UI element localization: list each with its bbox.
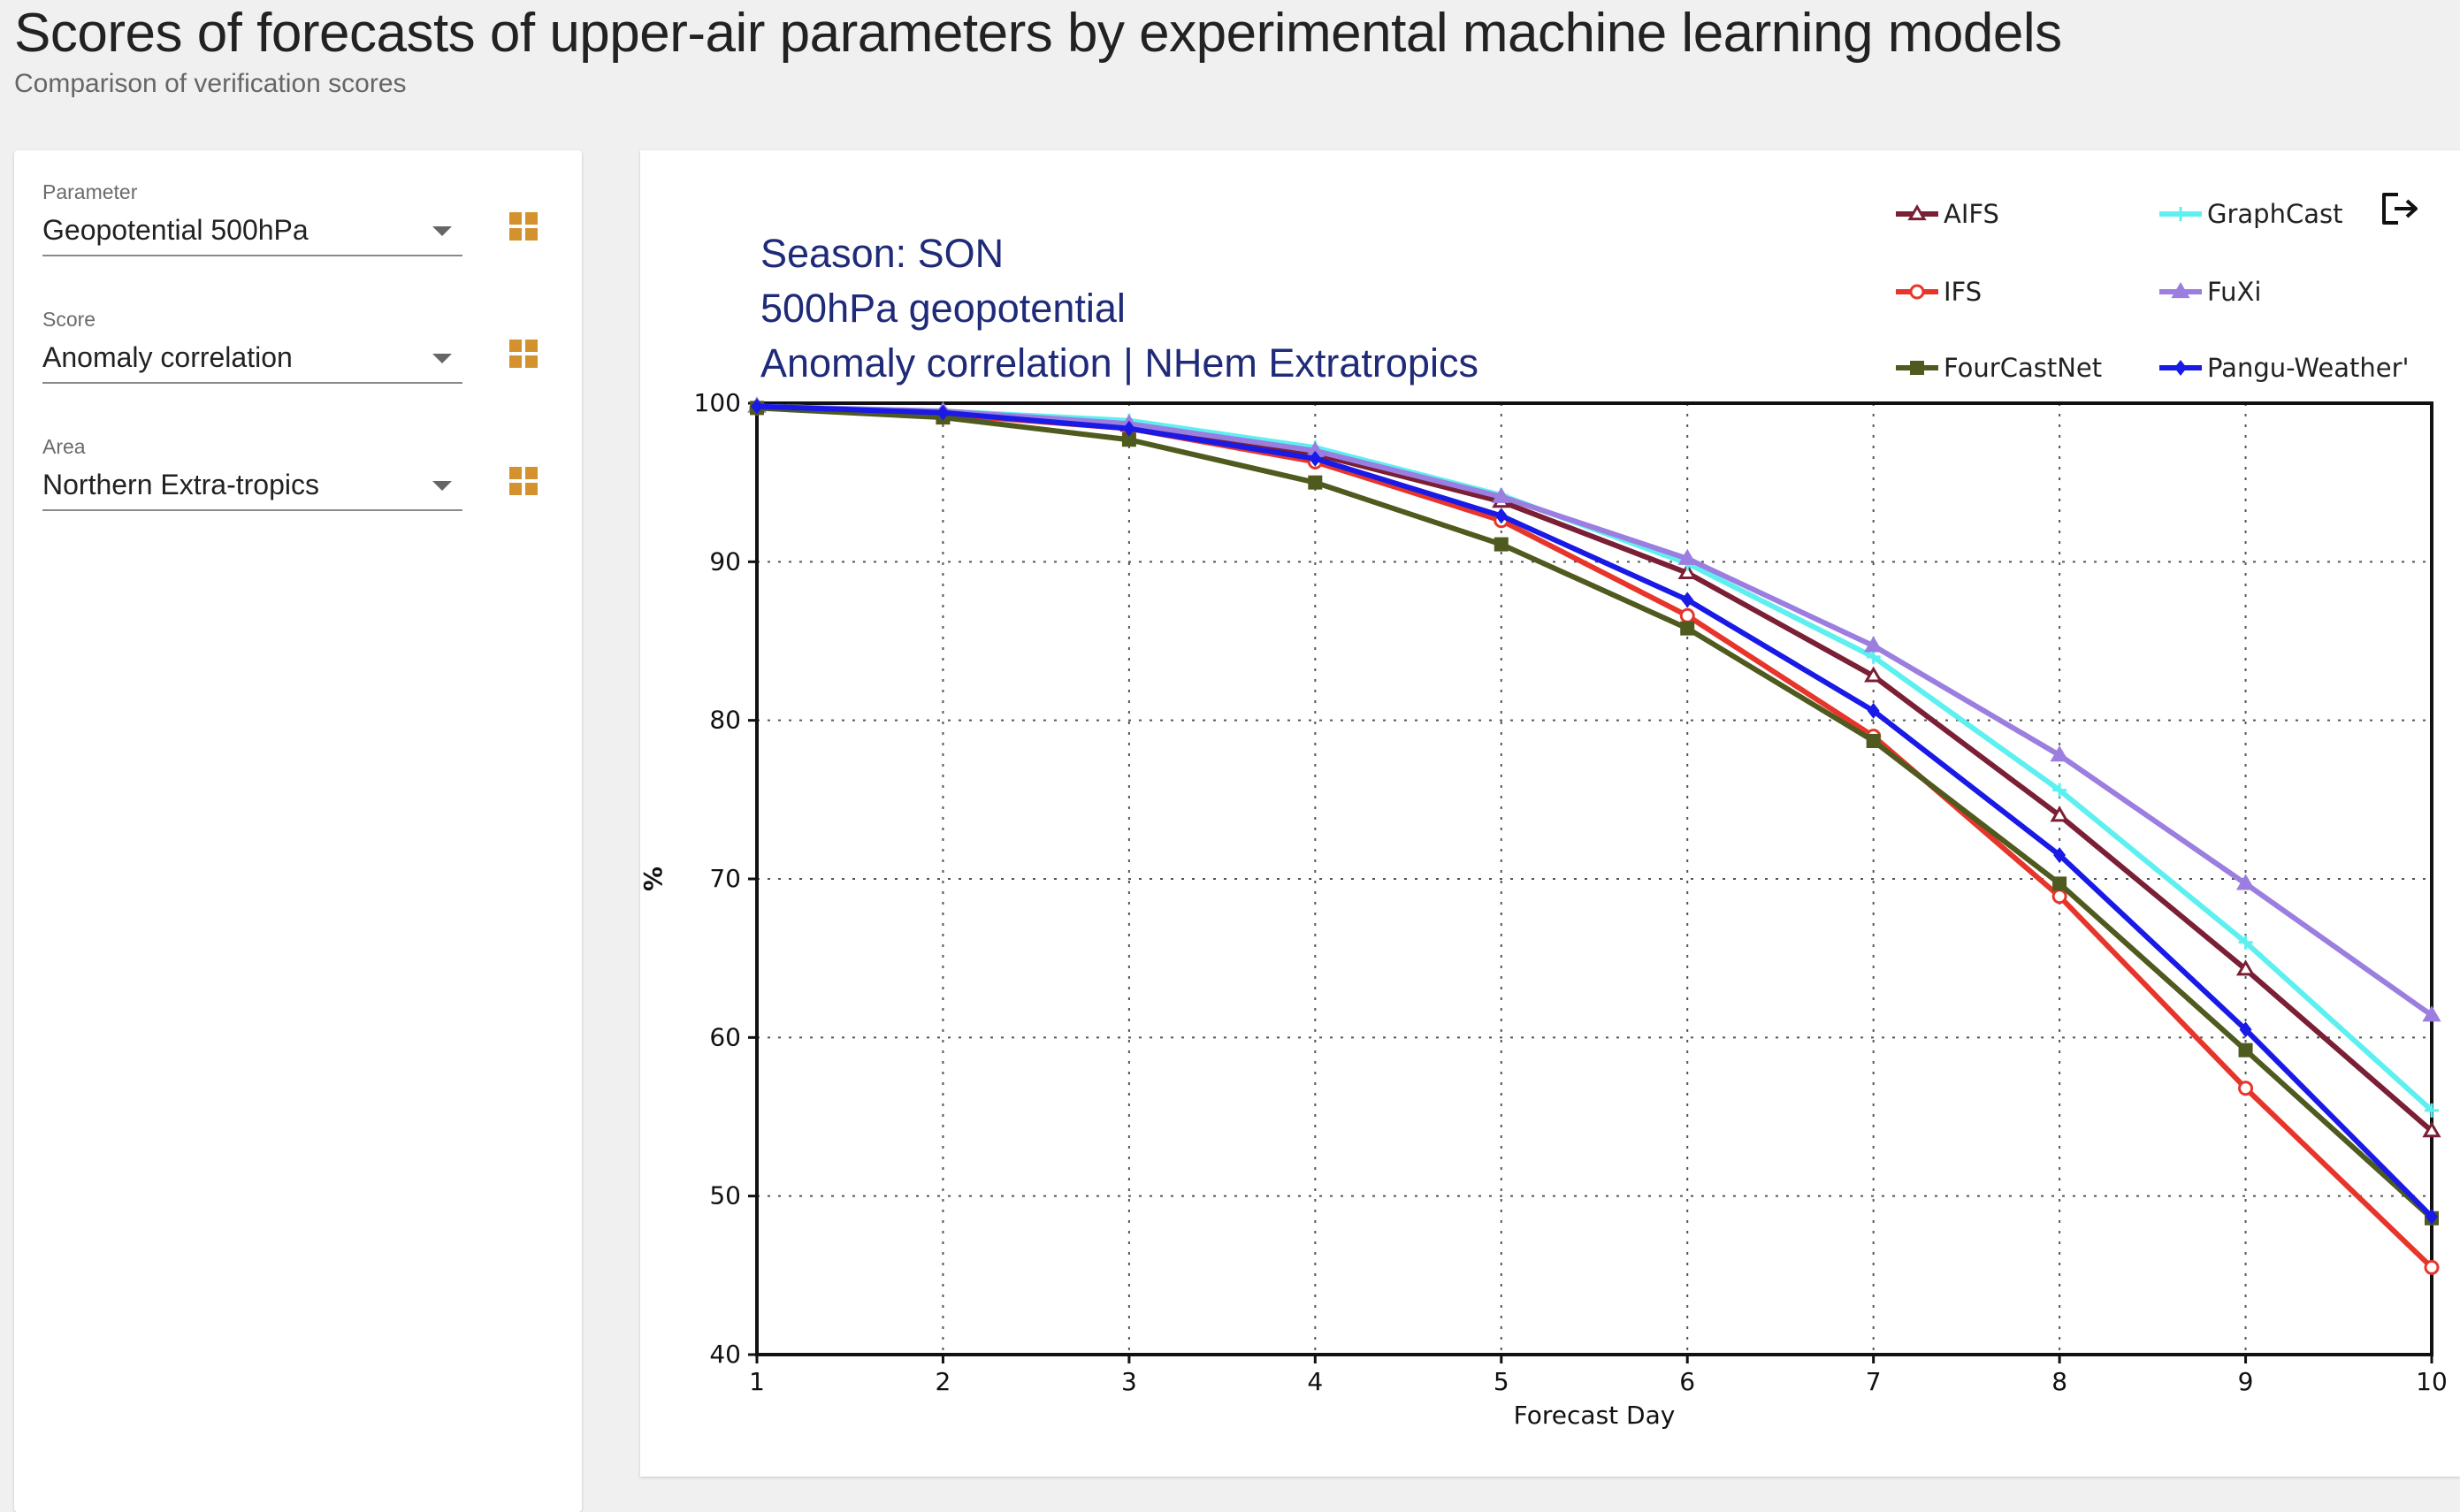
point-pangu-weather <box>1494 508 1508 524</box>
x-tick-label: 5 <box>1494 1367 1509 1396</box>
legend-label-aifs: AIFS <box>1944 199 1999 229</box>
point-graphcast <box>2238 935 2253 950</box>
parameter-value: Geopotential 500hPa <box>42 214 309 246</box>
y-tick-label: 90 <box>709 546 741 576</box>
point-pangu-weather <box>1867 702 1880 719</box>
point-fourcastnet <box>1494 537 1509 552</box>
point-pangu-weather <box>751 398 763 415</box>
point-aifs <box>2050 806 2069 822</box>
point-graphcast <box>2425 1103 2439 1118</box>
series-line-fourcastnet <box>756 405 2434 1220</box>
grid-icon[interactable] <box>509 340 539 370</box>
point-fourcastnet <box>1308 475 1323 490</box>
x-tick-label: 3 <box>1121 1367 1137 1396</box>
chevron-down-icon <box>432 226 452 236</box>
point-fourcastnet <box>2238 1042 2253 1058</box>
area-label: Area <box>42 435 86 458</box>
chart-title-line: Anomaly correlation | NHem Extratropics <box>760 340 1478 386</box>
point-graphcast <box>2052 783 2067 798</box>
legend-label-ifs: IFS <box>1944 277 1982 307</box>
chevron-down-icon <box>432 481 452 491</box>
point-fuxi <box>2235 874 2256 890</box>
grid-icon[interactable] <box>509 467 539 497</box>
x-tick-label: 8 <box>2051 1367 2067 1396</box>
x-tick-label: 9 <box>2238 1367 2254 1396</box>
x-tick-label: 4 <box>1307 1367 1323 1396</box>
point-fuxi <box>1492 486 1511 503</box>
x-axis-label: Forecast Day <box>1514 1401 1676 1430</box>
filter-panel: Parameter Geopotential 500hPa Score Anom… <box>14 150 582 1512</box>
point-fuxi <box>1677 548 1697 565</box>
point-fourcastnet <box>2052 876 2067 891</box>
area-field: Area Northern Extra-tropics <box>42 435 538 511</box>
x-tick-label: 2 <box>936 1367 951 1396</box>
area-value: Northern Extra-tropics <box>42 469 319 500</box>
series-line-graphcast <box>756 403 2434 1113</box>
score-label: Score <box>42 308 96 331</box>
point-fourcastnet <box>1121 432 1136 447</box>
y-tick-label: 100 <box>694 388 741 417</box>
y-tick-label: 70 <box>709 864 741 893</box>
score-value: Anomaly correlation <box>42 341 293 373</box>
point-fuxi <box>1864 636 1883 653</box>
point-pangu-weather <box>2053 847 2067 864</box>
legend-marker-aifs <box>1907 204 1927 221</box>
point-ifs <box>2424 1259 2440 1275</box>
y-axis-label: % <box>640 867 668 891</box>
point-pangu-weather <box>1681 592 1694 608</box>
chevron-down-icon <box>432 354 452 363</box>
legend-marker-ifs <box>1909 284 1925 300</box>
point-pangu-weather <box>2239 1021 2252 1038</box>
chart-title-line: 500hPa geopotential <box>760 286 1126 331</box>
parameter-select[interactable]: Geopotential 500hPa <box>42 207 462 256</box>
series-line-pangu-weather <box>756 403 2434 1219</box>
chart-card: 40 50 60 70 80 90 100 1 2 3 4 5 6 7 8 9 10 Forecast Day% S… <box>640 150 2460 1477</box>
chart-title-line: Season: SON <box>760 231 1004 276</box>
grid-icon[interactable] <box>509 212 539 242</box>
legend-marker-pangu-weather <box>2174 360 2187 376</box>
export-icon[interactable] <box>2379 189 2421 228</box>
page-title: Scores of forecasts of upper-air paramet… <box>14 3 2062 64</box>
legend-label-fuxi: FuXi <box>2207 277 2261 307</box>
page-subtitle: Comparison of verification scores <box>14 69 407 98</box>
y-tick-label: 40 <box>709 1340 741 1369</box>
point-pangu-weather <box>1309 450 1322 467</box>
series-line-fuxi <box>756 403 2433 1018</box>
legend-label-fourcastnet: FourCastNet <box>1944 353 2102 383</box>
x-tick-label: 1 <box>749 1367 765 1396</box>
point-pangu-weather <box>936 404 950 421</box>
point-graphcast <box>1866 649 1881 664</box>
parameter-label: Parameter <box>42 180 138 203</box>
point-aifs <box>1864 666 1883 683</box>
score-select[interactable]: Anomaly correlation <box>42 334 462 384</box>
point-fuxi <box>2422 1005 2441 1022</box>
point-fourcastnet <box>1866 733 1881 748</box>
legend-label-pangu-weather: Pangu-Weather' <box>2207 353 2410 383</box>
point-aifs <box>1677 562 1697 579</box>
y-tick-label: 60 <box>709 1022 741 1051</box>
legend-marker-fuxi <box>2171 282 2190 299</box>
point-ifs <box>2238 1081 2254 1096</box>
point-pangu-weather <box>1122 420 1135 437</box>
point-fuxi <box>2050 745 2069 762</box>
point-pangu-weather <box>2426 1208 2438 1225</box>
y-tick-label: 50 <box>709 1181 741 1210</box>
score-field: Score Anomaly correlation <box>42 308 538 384</box>
area-select[interactable]: Northern Extra-tropics <box>42 462 462 511</box>
point-ifs <box>1679 607 1695 623</box>
chart: 40 50 60 70 80 90 100 1 2 3 4 5 6 7 8 9 10 Forecast Day% S… <box>640 199 2448 1430</box>
legend-marker-graphcast <box>2174 207 2188 221</box>
x-tick-label: 10 <box>2416 1367 2448 1396</box>
legend-label-graphcast: GraphCast <box>2207 199 2342 229</box>
y-tick-label: 80 <box>709 706 741 735</box>
legend-marker-fourcastnet <box>1910 361 1924 375</box>
x-tick-label: 7 <box>1866 1367 1882 1396</box>
x-tick-label: 6 <box>1679 1367 1695 1396</box>
point-fourcastnet <box>1680 621 1695 636</box>
parameter-field: Parameter Geopotential 500hPa <box>42 180 538 256</box>
point-ifs <box>2051 889 2067 905</box>
point-aifs <box>2422 1121 2441 1138</box>
point-aifs <box>2235 959 2256 976</box>
